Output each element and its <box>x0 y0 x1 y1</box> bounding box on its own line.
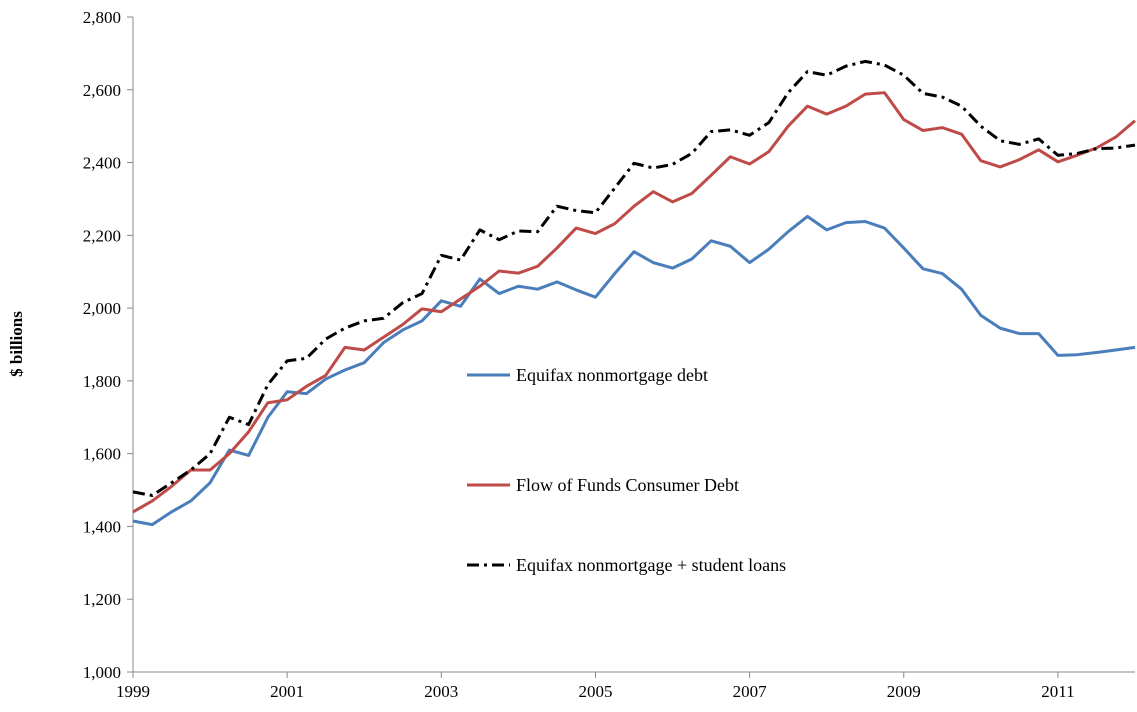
x-tick-label: 1999 <box>116 682 150 701</box>
y-tick-label: 1,600 <box>83 445 121 464</box>
series-line <box>132 214 1136 527</box>
x-tick-label: 2009 <box>887 682 921 701</box>
x-tick-label: 2001 <box>270 682 304 701</box>
y-axis-label: $ billions <box>7 311 26 377</box>
y-tick-label: 2,400 <box>83 154 121 173</box>
y-tick-label: 1,000 <box>83 663 121 682</box>
legend-label: Flow of Funds Consumer Debt <box>516 475 740 495</box>
y-tick-label: 2,000 <box>83 299 121 318</box>
legend-label: Equifax nonmortgage debt <box>516 365 708 385</box>
x-tick-label: 2003 <box>424 682 458 701</box>
y-tick-label: 2,800 <box>83 8 121 27</box>
series-line <box>132 91 1136 514</box>
x-tick-label: 2007 <box>733 682 768 701</box>
y-tick-label: 1,200 <box>83 590 121 609</box>
legend-label: Equifax nonmortgage + student loans <box>516 555 787 575</box>
y-tick-label: 1,800 <box>83 372 121 391</box>
x-tick-label: 2011 <box>1041 682 1074 701</box>
y-tick-label: 2,200 <box>83 226 121 245</box>
series-line <box>132 59 1136 498</box>
y-tick-label: 1,400 <box>83 517 121 536</box>
x-tick-label: 2005 <box>578 682 612 701</box>
y-tick-label: 2,600 <box>83 81 121 100</box>
